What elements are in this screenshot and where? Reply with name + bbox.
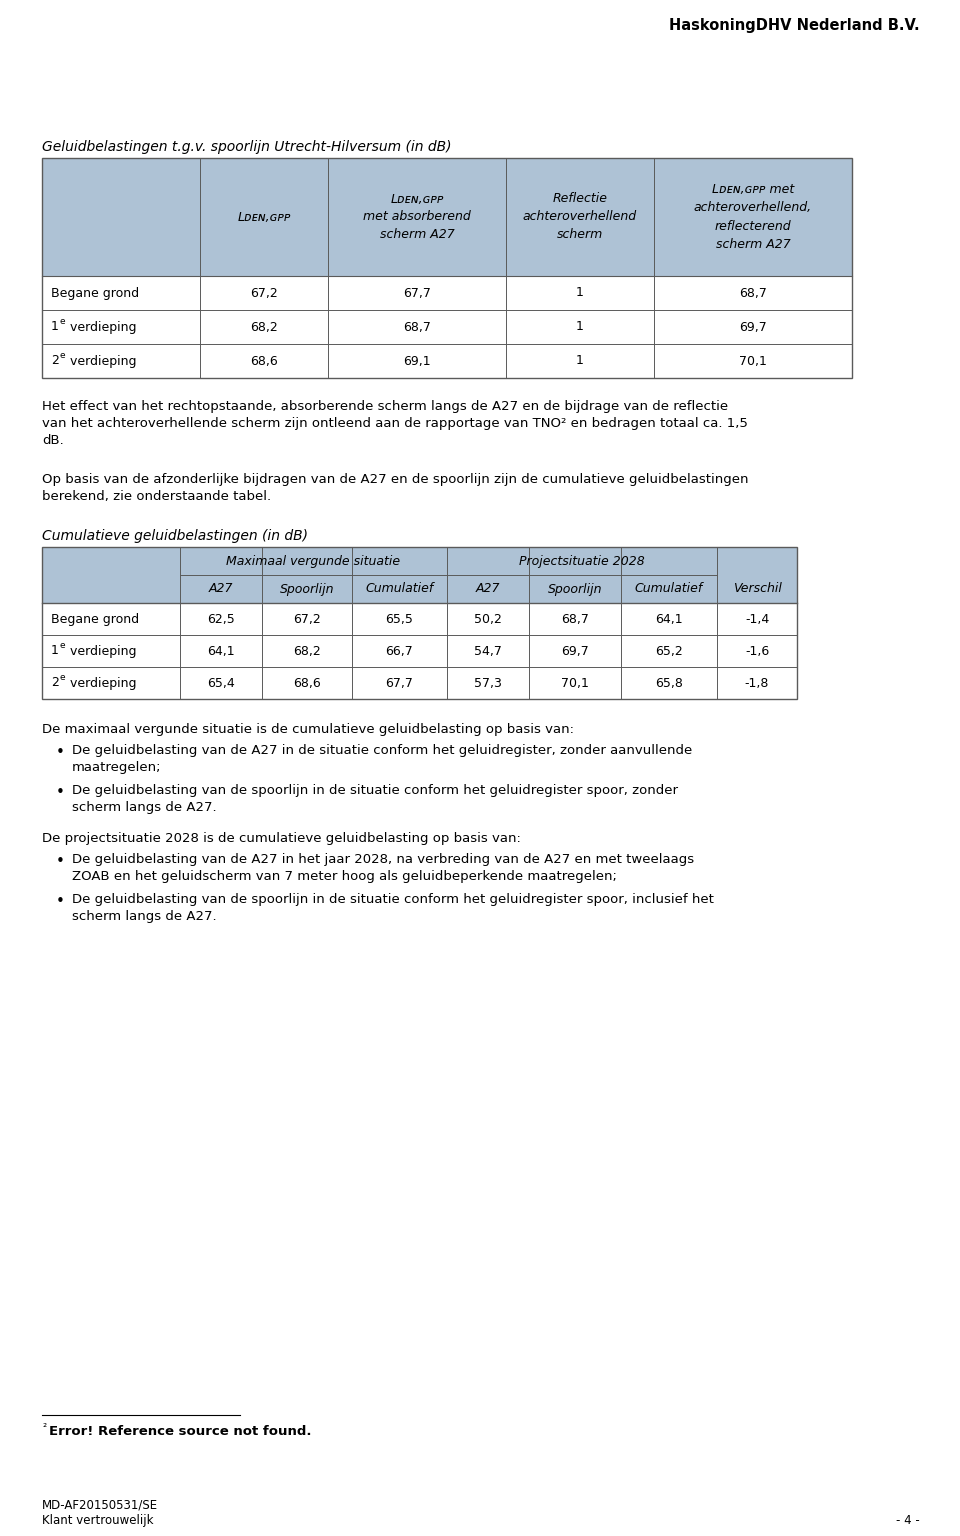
Text: •: • xyxy=(56,894,65,909)
Text: A27: A27 xyxy=(208,582,233,596)
Bar xyxy=(42,158,852,378)
Text: 68,2: 68,2 xyxy=(293,645,321,657)
Text: 50,2: 50,2 xyxy=(474,613,502,625)
Text: -1,4: -1,4 xyxy=(745,613,769,625)
Text: Verschil: Verschil xyxy=(732,582,781,596)
Text: verdieping: verdieping xyxy=(66,355,136,367)
Text: verdieping: verdieping xyxy=(66,645,136,657)
Text: scherm langs de A27.: scherm langs de A27. xyxy=(72,800,217,814)
Text: 1: 1 xyxy=(51,645,59,657)
Text: 66,7: 66,7 xyxy=(386,645,414,657)
Text: dB.: dB. xyxy=(42,435,63,447)
Text: Reflectie
achteroverhellend
scherm: Reflectie achteroverhellend scherm xyxy=(523,192,637,241)
Text: 65,5: 65,5 xyxy=(386,613,414,625)
Text: •: • xyxy=(56,745,65,760)
Text: 67,2: 67,2 xyxy=(251,287,277,300)
Text: 57,3: 57,3 xyxy=(474,676,502,690)
Bar xyxy=(42,547,797,699)
Text: 1: 1 xyxy=(576,287,584,300)
Text: Cumulatieve geluidbelastingen (in dB): Cumulatieve geluidbelastingen (in dB) xyxy=(42,528,308,544)
Text: Error! Reference source not found.: Error! Reference source not found. xyxy=(49,1425,311,1438)
Text: van het achteroverhellende scherm zijn ontleend aan de rapportage van TNO² en be: van het achteroverhellende scherm zijn o… xyxy=(42,416,748,430)
Text: De maximaal vergunde situatie is de cumulatieve geluidbelasting op basis van:: De maximaal vergunde situatie is de cumu… xyxy=(42,723,574,736)
Text: 68,7: 68,7 xyxy=(739,287,767,300)
Text: 70,1: 70,1 xyxy=(739,355,767,367)
Text: Projectsituatie 2028: Projectsituatie 2028 xyxy=(519,554,645,567)
Text: ZOAB en het geluidscherm van 7 meter hoog als geluidbeperkende maatregelen;: ZOAB en het geluidscherm van 7 meter hoo… xyxy=(72,869,617,883)
Text: Lᴅᴇɴ,ɢᴘᴘ
met absorberend
scherm A27: Lᴅᴇɴ,ɢᴘᴘ met absorberend scherm A27 xyxy=(363,192,470,241)
Text: e: e xyxy=(59,318,64,327)
Text: 68,7: 68,7 xyxy=(403,321,431,333)
Text: 70,1: 70,1 xyxy=(561,676,588,690)
Text: Klant vertrouwelijk: Klant vertrouwelijk xyxy=(42,1514,154,1527)
Text: Het effect van het rechtopstaande, absorberende scherm langs de A27 en de bijdra: Het effect van het rechtopstaande, absor… xyxy=(42,399,728,413)
Text: 67,7: 67,7 xyxy=(386,676,414,690)
Text: -1,6: -1,6 xyxy=(745,645,769,657)
Text: Op basis van de afzonderlijke bijdragen van de A27 en de spoorlijn zijn de cumul: Op basis van de afzonderlijke bijdragen … xyxy=(42,473,749,485)
Text: 62,5: 62,5 xyxy=(207,613,235,625)
Text: e: e xyxy=(59,673,64,682)
Text: Begane grond: Begane grond xyxy=(51,613,139,625)
Text: MD-AF20150531/SE: MD-AF20150531/SE xyxy=(42,1498,158,1511)
Text: Begane grond: Begane grond xyxy=(51,287,139,300)
Text: Cumulatief: Cumulatief xyxy=(635,582,703,596)
Text: 67,7: 67,7 xyxy=(403,287,431,300)
Text: 64,1: 64,1 xyxy=(207,645,235,657)
Text: Maximaal vergunde situatie: Maximaal vergunde situatie xyxy=(227,554,400,567)
Text: scherm langs de A27.: scherm langs de A27. xyxy=(72,909,217,923)
Text: 67,2: 67,2 xyxy=(293,613,321,625)
Text: 65,8: 65,8 xyxy=(655,676,683,690)
Text: 65,4: 65,4 xyxy=(207,676,235,690)
Text: Spoorlijn: Spoorlijn xyxy=(548,582,602,596)
Text: 1: 1 xyxy=(576,355,584,367)
Text: 2: 2 xyxy=(51,355,59,367)
Text: De geluidbelasting van de spoorlijn in de situatie conform het geluidregister sp: De geluidbelasting van de spoorlijn in d… xyxy=(72,783,678,797)
Text: 68,6: 68,6 xyxy=(293,676,321,690)
Text: De projectsituatie 2028 is de cumulatieve geluidbelasting op basis van:: De projectsituatie 2028 is de cumulatiev… xyxy=(42,833,521,845)
Bar xyxy=(42,158,852,276)
Text: A27: A27 xyxy=(476,582,500,596)
Text: e: e xyxy=(59,352,64,361)
Text: 1: 1 xyxy=(576,321,584,333)
Text: 68,2: 68,2 xyxy=(251,321,277,333)
Text: 68,6: 68,6 xyxy=(251,355,277,367)
Text: De geluidbelasting van de A27 in het jaar 2028, na verbreding van de A27 en met : De geluidbelasting van de A27 in het jaa… xyxy=(72,852,694,866)
Text: De geluidbelasting van de spoorlijn in de situatie conform het geluidregister sp: De geluidbelasting van de spoorlijn in d… xyxy=(72,892,714,906)
Text: HaskoningDHV Nederland B.V.: HaskoningDHV Nederland B.V. xyxy=(669,18,920,32)
Text: e: e xyxy=(59,642,64,651)
Text: •: • xyxy=(56,785,65,800)
Text: Geluidbelastingen t.g.v. spoorlijn Utrecht-Hilversum (in dB): Geluidbelastingen t.g.v. spoorlijn Utrec… xyxy=(42,140,451,154)
Text: -1,8: -1,8 xyxy=(745,676,769,690)
Text: maatregelen;: maatregelen; xyxy=(72,760,161,774)
Text: 64,1: 64,1 xyxy=(655,613,683,625)
Text: 1: 1 xyxy=(51,321,59,333)
Text: Lᴅᴇɴ,ɢᴘᴘ: Lᴅᴇɴ,ɢᴘᴘ xyxy=(237,210,291,224)
Text: 2: 2 xyxy=(51,676,59,690)
Text: 69,7: 69,7 xyxy=(739,321,767,333)
Text: berekend, zie onderstaande tabel.: berekend, zie onderstaande tabel. xyxy=(42,490,271,502)
Text: 68,7: 68,7 xyxy=(561,613,588,625)
Text: De geluidbelasting van de A27 in de situatie conform het geluidregister, zonder : De geluidbelasting van de A27 in de situ… xyxy=(72,743,692,757)
Text: - 4 -: - 4 - xyxy=(897,1514,920,1527)
Text: 69,1: 69,1 xyxy=(403,355,431,367)
Text: Cumulatief: Cumulatief xyxy=(366,582,434,596)
Bar xyxy=(42,547,797,604)
Text: ²: ² xyxy=(42,1422,46,1433)
Text: •: • xyxy=(56,854,65,869)
Text: verdieping: verdieping xyxy=(66,676,136,690)
Text: Spoorlijn: Spoorlijn xyxy=(279,582,334,596)
Text: 54,7: 54,7 xyxy=(474,645,502,657)
Text: 65,2: 65,2 xyxy=(655,645,683,657)
Text: 69,7: 69,7 xyxy=(562,645,588,657)
Text: verdieping: verdieping xyxy=(66,321,136,333)
Text: Lᴅᴇɴ,ɢᴘᴘ met
achteroverhellend,
reflecterend
scherm A27: Lᴅᴇɴ,ɢᴘᴘ met achteroverhellend, reflecte… xyxy=(694,183,812,250)
